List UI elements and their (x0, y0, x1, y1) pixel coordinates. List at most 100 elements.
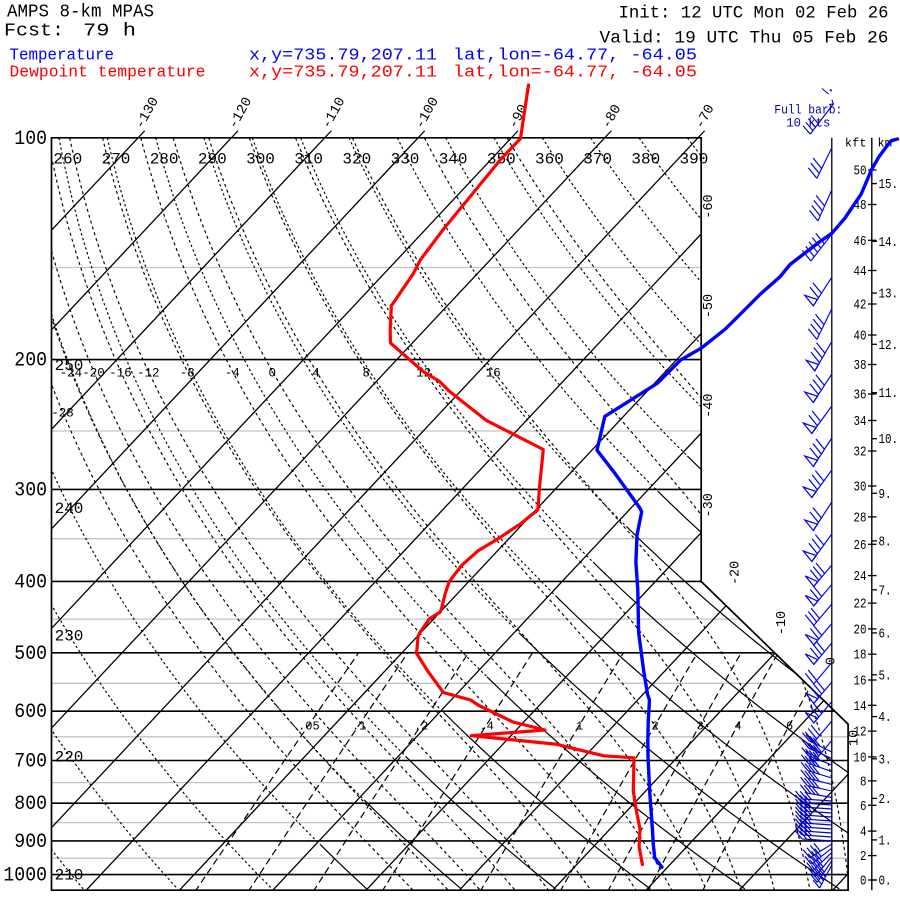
svg-text:28: 28 (854, 511, 867, 526)
svg-text:310: 310 (294, 151, 323, 169)
svg-text:1.: 1. (879, 834, 892, 849)
svg-text:330: 330 (391, 151, 420, 169)
svg-text:22: 22 (854, 598, 867, 613)
svg-text:20: 20 (854, 623, 867, 638)
svg-text:4: 4 (312, 366, 320, 380)
svg-text:15.: 15. (879, 178, 899, 193)
svg-text:300: 300 (14, 479, 47, 502)
svg-text:10.: 10. (879, 433, 899, 448)
svg-text:4: 4 (734, 720, 741, 734)
svg-text:18: 18 (854, 649, 867, 664)
svg-text:320: 320 (342, 151, 371, 169)
svg-text:900: 900 (14, 831, 47, 854)
svg-text:-8: -8 (180, 366, 195, 380)
svg-text:400: 400 (14, 571, 47, 594)
svg-text:100: 100 (14, 128, 47, 151)
svg-text:260: 260 (53, 151, 82, 169)
svg-text:AMPS 8-km MPAS: AMPS 8-km MPAS (7, 3, 154, 23)
svg-text:38: 38 (854, 359, 867, 374)
svg-text:8.: 8. (879, 535, 892, 550)
svg-text:46: 46 (854, 235, 867, 250)
svg-text:Init: 12 UTC Mon 02 Feb 26: Init: 12 UTC Mon 02 Feb 26 (619, 4, 889, 24)
svg-text:x,y=735.79,207.11: x,y=735.79,207.11 (249, 63, 437, 82)
svg-text:270: 270 (102, 151, 131, 169)
svg-text:42: 42 (854, 299, 867, 314)
svg-text:230: 230 (55, 628, 84, 646)
svg-text:0: 0 (860, 875, 867, 890)
svg-text:50: 50 (854, 165, 867, 180)
svg-text:lat,lon=-64.77, -64.05: lat,lon=-64.77, -64.05 (453, 63, 697, 82)
svg-text:-16: -16 (109, 366, 132, 380)
svg-text:36: 36 (854, 389, 867, 404)
svg-text:600: 600 (14, 701, 47, 724)
svg-text:26: 26 (854, 539, 867, 554)
svg-text:-60: -60 (702, 194, 717, 218)
svg-text:7.: 7. (879, 584, 892, 599)
svg-text:40: 40 (854, 330, 867, 345)
svg-text:1: 1 (576, 720, 583, 734)
svg-text:24: 24 (854, 570, 867, 585)
svg-text:30: 30 (854, 481, 867, 496)
svg-text:-30: -30 (702, 493, 717, 517)
svg-text:300: 300 (246, 151, 275, 169)
svg-text:16: 16 (486, 366, 501, 380)
svg-text:-4: -4 (225, 366, 240, 380)
svg-text:3.: 3. (879, 753, 892, 768)
svg-text:-50: -50 (702, 294, 717, 318)
svg-text:4.: 4. (879, 711, 892, 726)
svg-text:8: 8 (860, 775, 867, 790)
svg-text:2: 2 (652, 720, 659, 734)
svg-text:220: 220 (55, 749, 84, 767)
svg-text:9.: 9. (879, 488, 892, 503)
svg-text:.1: .1 (352, 720, 366, 734)
svg-text:Temperature: Temperature (10, 46, 115, 65)
svg-text:340: 340 (439, 151, 468, 169)
svg-text:6: 6 (860, 800, 867, 815)
svg-text:2.: 2. (879, 793, 892, 808)
svg-text:.05: .05 (298, 720, 320, 734)
svg-text:4: 4 (860, 826, 867, 841)
svg-text:-20: -20 (82, 366, 105, 380)
svg-text:14: 14 (854, 700, 867, 715)
svg-text:700: 700 (14, 751, 47, 774)
svg-text:6.: 6. (879, 627, 892, 642)
svg-text:290: 290 (198, 151, 227, 169)
svg-text:370: 370 (583, 151, 612, 169)
svg-text:79 h: 79 h (83, 22, 136, 42)
svg-text:10: 10 (848, 730, 863, 746)
svg-text:380: 380 (631, 151, 660, 169)
svg-text:2: 2 (860, 850, 867, 865)
svg-text:Dewpoint temperature: Dewpoint temperature (10, 63, 206, 82)
svg-text:-12: -12 (137, 366, 160, 380)
svg-text:1000: 1000 (3, 865, 47, 888)
svg-text:34: 34 (854, 415, 867, 430)
svg-text:200: 200 (14, 350, 47, 373)
svg-text:240: 240 (55, 500, 84, 518)
svg-text:-28: -28 (51, 407, 74, 421)
svg-text:8: 8 (362, 366, 370, 380)
svg-text:10 kts: 10 kts (786, 116, 830, 131)
svg-text:32: 32 (854, 446, 867, 461)
svg-text:Fcst:: Fcst: (4, 22, 64, 42)
svg-text:44: 44 (854, 265, 867, 280)
svg-text:Valid: 19 UTC Thu 05 Feb 26: Valid: 19 UTC Thu 05 Feb 26 (600, 29, 889, 49)
svg-text:13.: 13. (879, 288, 899, 303)
svg-text:3: 3 (696, 720, 703, 734)
svg-text:-24: -24 (60, 366, 83, 380)
svg-text:12.: 12. (879, 339, 899, 354)
svg-text:12: 12 (854, 726, 867, 741)
svg-text:lat,lon=-64.77, -64.05: lat,lon=-64.77, -64.05 (453, 46, 697, 65)
svg-text:-20: -20 (729, 561, 744, 585)
svg-text:-10: -10 (775, 611, 790, 635)
svg-text:11.: 11. (879, 387, 899, 402)
svg-text:800: 800 (14, 793, 47, 816)
svg-text:6: 6 (786, 720, 793, 734)
svg-text:16: 16 (854, 675, 867, 690)
svg-text:250: 250 (55, 357, 84, 375)
svg-text:5.: 5. (879, 669, 892, 684)
svg-text:0: 0 (268, 366, 276, 380)
svg-text:x,y=735.79,207.11: x,y=735.79,207.11 (249, 46, 437, 65)
svg-text:-40: -40 (702, 394, 717, 418)
svg-text:280: 280 (150, 151, 179, 169)
svg-text:10: 10 (854, 751, 867, 766)
